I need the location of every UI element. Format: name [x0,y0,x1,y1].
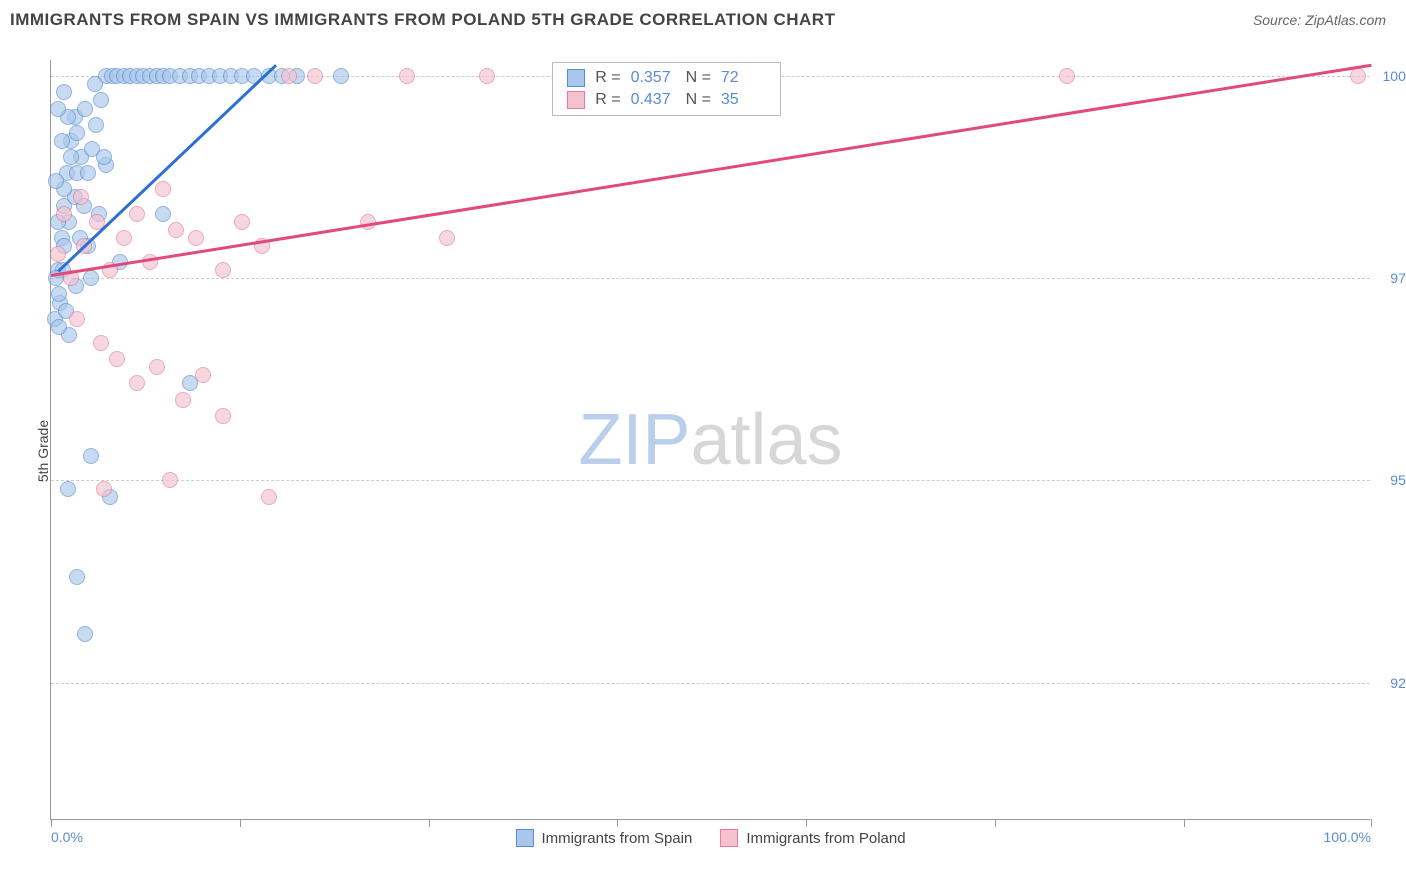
stat-r-label: R = [595,69,620,87]
x-tick-label: 0.0% [51,829,83,845]
data-point [77,101,93,117]
data-point [51,286,67,302]
data-point [56,206,72,222]
data-point [1059,68,1075,84]
stat-r-label: R = [595,91,620,109]
data-point [116,230,132,246]
x-tick [240,819,241,827]
data-point [399,68,415,84]
grid-line [51,480,1370,481]
data-point [93,335,109,351]
data-point [175,392,191,408]
data-point [50,101,66,117]
data-point [83,448,99,464]
chart-container: 5th Grade ZIPatlas 92.5%95.0%97.5%100.0%… [20,40,1396,862]
data-point [69,569,85,585]
data-point [83,270,99,286]
source-attribution: Source: ZipAtlas.com [1253,12,1386,28]
watermark-zip: ZIP [578,400,690,480]
data-point [129,206,145,222]
chart-title: IMMIGRANTS FROM SPAIN VS IMMIGRANTS FROM… [10,10,835,30]
watermark: ZIPatlas [578,399,842,481]
legend-item: Immigrants from Poland [720,829,905,847]
data-point [60,481,76,497]
stat-n-label: N = [686,69,711,87]
stat-n-value: 35 [721,91,766,109]
data-point [281,68,297,84]
stats-row: R = 0.357 N = 72 [553,67,780,89]
y-tick-label: 92.5% [1375,675,1406,691]
x-axis-legend: Immigrants from Spain Immigrants from Pol… [515,829,905,847]
data-point [215,408,231,424]
data-point [56,84,72,100]
data-point [129,375,145,391]
x-tick [429,819,430,827]
stats-row: R = 0.437 N = 35 [553,89,780,111]
data-point [155,181,171,197]
series-swatch [567,91,585,109]
data-point [234,214,250,230]
stat-n-value: 72 [721,69,766,87]
data-point [188,230,204,246]
legend-label: Immigrants from Spain [541,830,692,847]
data-point [215,262,231,278]
y-tick-label: 97.5% [1375,270,1406,286]
x-tick [995,819,996,827]
data-point [96,481,112,497]
stat-r-value: 0.357 [631,69,676,87]
x-tick-label: 100.0% [1324,829,1371,845]
series-swatch [567,69,585,87]
data-point [88,117,104,133]
data-point [195,367,211,383]
data-point [96,149,112,165]
watermark-atlas: atlas [690,400,842,480]
x-tick [806,819,807,827]
data-point [149,359,165,375]
data-point [69,125,85,141]
legend-item: Immigrants from Spain [515,829,692,847]
stat-n-label: N = [686,91,711,109]
data-point [77,626,93,642]
data-point [80,165,96,181]
data-point [162,472,178,488]
y-tick-label: 100.0% [1375,68,1406,84]
y-axis-label: 5th Grade [35,420,51,482]
data-point [1350,68,1366,84]
data-point [93,92,109,108]
x-tick [51,819,52,827]
data-point [439,230,455,246]
stats-legend: R = 0.357 N = 72 R = 0.437 N = 35 [552,62,781,116]
data-point [48,173,64,189]
data-point [307,68,323,84]
x-tick [1371,819,1372,827]
data-point [155,206,171,222]
data-point [261,489,277,505]
data-point [51,319,67,335]
scatter-plot: ZIPatlas 92.5%95.0%97.5%100.0%0.0%100.0%… [50,60,1370,820]
data-point [109,351,125,367]
grid-line [51,278,1370,279]
data-point [69,311,85,327]
data-point [479,68,495,84]
data-point [63,149,79,165]
x-tick [1184,819,1185,827]
grid-line [51,683,1370,684]
legend-label: Immigrants from Poland [746,830,905,847]
x-tick [617,819,618,827]
legend-swatch [720,829,738,847]
data-point [50,246,66,262]
data-point [333,68,349,84]
y-tick-label: 95.0% [1375,472,1406,488]
stat-r-value: 0.437 [631,91,676,109]
data-point [73,189,89,205]
data-point [168,222,184,238]
data-point [87,76,103,92]
legend-swatch [515,829,533,847]
data-point [54,133,70,149]
